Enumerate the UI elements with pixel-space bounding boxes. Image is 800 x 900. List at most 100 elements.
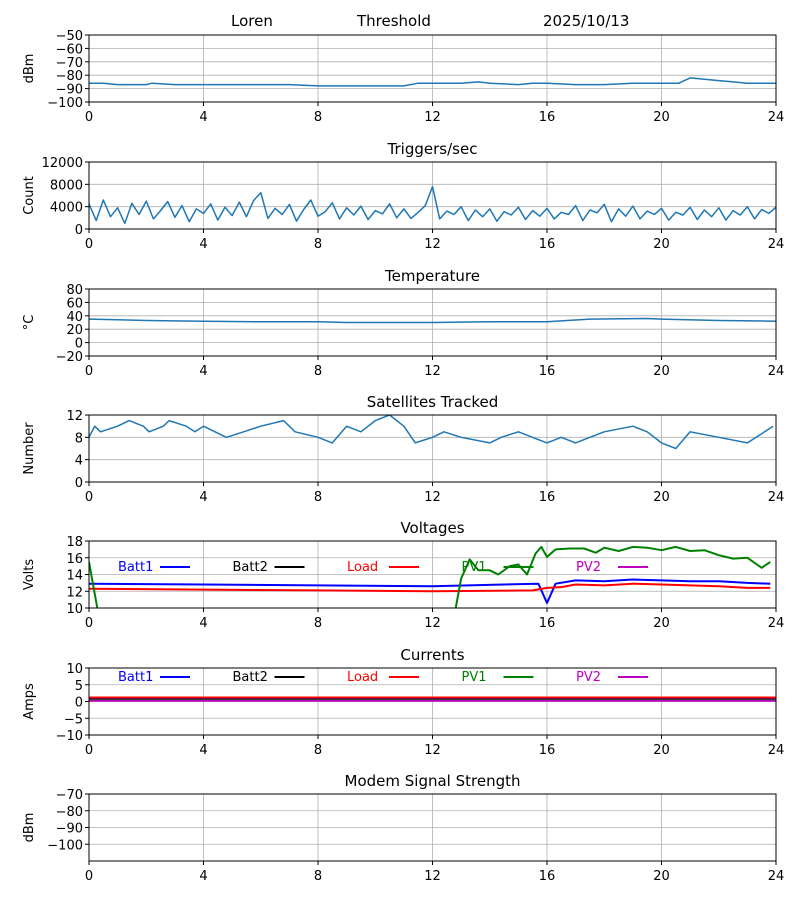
- x-tick-label: 16: [539, 743, 556, 758]
- y-tick-label: 10: [66, 602, 83, 617]
- y-tick-label: −70: [56, 788, 83, 803]
- x-tick-label: 24: [768, 743, 785, 758]
- y-axis-label: Amps: [22, 683, 37, 720]
- subplot-0: 0 4 8 12 16 20 24 −50−60−70−80−90−100 dBm: [22, 29, 784, 125]
- x-tick-label: 0: [85, 869, 93, 884]
- y-axis-label: dBm: [22, 813, 37, 843]
- x-tick-label: 12: [424, 237, 441, 252]
- x-tick-label: 20: [653, 616, 670, 631]
- x-tick-label: 20: [653, 237, 670, 252]
- x-tick-label: 8: [314, 110, 322, 125]
- subplot-title: Triggers/sec: [387, 140, 478, 158]
- x-tick-label: 16: [539, 869, 556, 884]
- y-tick-label: 4000: [50, 201, 83, 216]
- x-tick-label: 0: [85, 490, 93, 505]
- header-site: Loren: [231, 12, 273, 30]
- x-tick-label: 8: [314, 616, 322, 631]
- y-tick-label: 0: [75, 476, 83, 491]
- x-tick-label: 4: [199, 110, 207, 125]
- y-tick-label: 5: [75, 679, 83, 694]
- x-tick-label: 8: [314, 869, 322, 884]
- y-tick-label: −80: [56, 805, 83, 820]
- legend-label: Batt2: [233, 670, 268, 685]
- x-tick-label: 20: [653, 490, 670, 505]
- subplot-1: 0 4 8 12 16 20 24 0 4000 8000 12000 Triggers/sec Cou…: [22, 140, 784, 252]
- x-tick-label: 0: [85, 743, 93, 758]
- x-tick-label: 0: [85, 237, 93, 252]
- y-tick-label: −100: [47, 838, 83, 853]
- x-tick-label: 24: [768, 616, 785, 631]
- x-tick-label: 12: [424, 616, 441, 631]
- subplot-title: Satellites Tracked: [367, 393, 498, 411]
- x-tick-label: 16: [539, 616, 556, 631]
- x-tick-label: 24: [768, 237, 785, 252]
- y-tick-label: −10: [56, 729, 83, 744]
- x-tick-label: 4: [199, 616, 207, 631]
- x-tick-label: 24: [768, 490, 785, 505]
- y-tick-label: 0: [75, 337, 83, 352]
- y-tick-label: 0: [75, 223, 83, 238]
- subplot-title: Temperature: [384, 267, 480, 285]
- axes-frame: [88, 793, 777, 862]
- y-tick-label: 20: [66, 323, 83, 338]
- axes-frame: [88, 288, 777, 357]
- x-tick-label: 16: [539, 110, 556, 125]
- y-tick-label: −80: [56, 69, 83, 84]
- header-mode: Threshold: [357, 12, 431, 30]
- x-tick-label: 8: [314, 237, 322, 252]
- y-tick-label: −20: [56, 350, 83, 365]
- axes-frame: [88, 414, 777, 483]
- y-tick-label: 16: [66, 552, 83, 567]
- x-tick-label: 8: [314, 490, 322, 505]
- subplot-title: Modem Signal Strength: [345, 772, 521, 790]
- y-tick-label: 12: [66, 585, 83, 600]
- y-axis-label: Volts: [22, 559, 37, 591]
- subplot-title: Currents: [400, 646, 464, 664]
- series-line-temp: [89, 317, 776, 324]
- y-tick-label: 18: [66, 535, 83, 550]
- subplot-title: Voltages: [400, 519, 464, 537]
- x-tick-label: 4: [199, 743, 207, 758]
- x-tick-label: 4: [199, 364, 207, 379]
- legend-label: Batt2: [233, 560, 268, 575]
- legend-label: PV1: [462, 670, 487, 685]
- subplot-3: 0 4 8 12 16 20 24 0 4 8 12 Satellites Tracked Number: [22, 393, 784, 505]
- y-tick-label: 40: [66, 310, 83, 325]
- y-tick-label: 12: [66, 409, 83, 424]
- y-tick-label: 12000: [42, 156, 83, 171]
- x-tick-label: 16: [539, 490, 556, 505]
- series-line-load: [89, 582, 771, 593]
- axes-frame: [88, 540, 777, 609]
- axes-frame: [88, 667, 777, 736]
- x-tick-label: 12: [424, 490, 441, 505]
- x-tick-label: 24: [768, 364, 785, 379]
- x-tick-label: 12: [424, 364, 441, 379]
- header-date: 2025/10/13: [543, 12, 630, 30]
- y-tick-label: −5: [64, 712, 83, 727]
- series-line-signal: [89, 77, 776, 87]
- series-line-pv1: [89, 545, 771, 608]
- x-tick-label: 8: [314, 364, 322, 379]
- x-tick-label: 20: [653, 110, 670, 125]
- x-tick-label: 16: [539, 364, 556, 379]
- y-tick-label: −100: [47, 96, 83, 111]
- x-tick-label: 0: [85, 616, 93, 631]
- legend-label: PV2: [576, 670, 601, 685]
- series-line-batt1: [89, 578, 771, 604]
- y-tick-label: −60: [56, 42, 83, 57]
- x-tick-label: 24: [768, 110, 785, 125]
- x-tick-label: 0: [85, 110, 93, 125]
- x-tick-label: 20: [653, 869, 670, 884]
- y-tick-label: −90: [56, 822, 83, 837]
- x-tick-label: 24: [768, 869, 785, 884]
- x-tick-label: 4: [199, 490, 207, 505]
- x-tick-label: 8: [314, 743, 322, 758]
- y-tick-label: 0: [75, 696, 83, 711]
- x-tick-label: 12: [424, 110, 441, 125]
- legend-label: Batt1: [118, 560, 153, 575]
- y-tick-label: −90: [56, 83, 83, 98]
